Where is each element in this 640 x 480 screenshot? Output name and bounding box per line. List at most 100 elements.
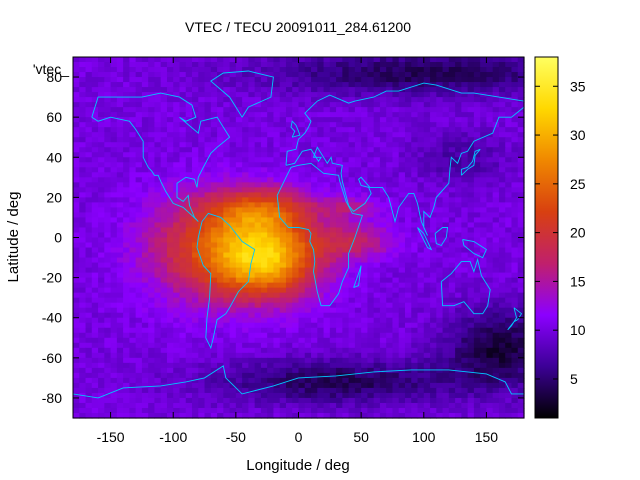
heat-cell (229, 392, 237, 399)
heat-cell (292, 82, 300, 88)
heat-cell (361, 297, 368, 304)
heat-cell (91, 212, 99, 219)
heat-cell (235, 402, 243, 409)
heat-cell (79, 382, 87, 389)
heat-cell (198, 197, 206, 203)
heat-cell (342, 117, 350, 123)
heat-cell (104, 297, 112, 304)
heat-cell (498, 352, 506, 359)
heat-cell (110, 127, 118, 133)
heat-cell (179, 272, 187, 279)
heat-cell (505, 217, 513, 224)
heat-cell (242, 262, 249, 269)
heat-cell (210, 132, 218, 138)
heat-cell (204, 287, 212, 294)
heat-cell (498, 107, 506, 113)
heat-cell (273, 127, 281, 133)
heat-cell (317, 112, 325, 118)
heat-cell (448, 212, 456, 219)
heat-cell (279, 277, 287, 284)
heat-cell (254, 377, 262, 384)
heat-cell (404, 137, 412, 143)
heat-cell (73, 252, 80, 259)
heat-cell (160, 357, 168, 364)
heat-cell (223, 402, 231, 409)
heat-cell (279, 307, 287, 314)
heat-cell (173, 367, 181, 374)
heat-cell (473, 222, 481, 229)
heat-cell (430, 397, 437, 404)
heat-cell (461, 282, 469, 289)
heat-cell (404, 152, 412, 158)
heat-cell (417, 92, 425, 98)
heat-cell (141, 117, 149, 123)
heat-cell (192, 157, 199, 163)
heat-cell (323, 82, 331, 88)
heat-cell (373, 257, 381, 264)
heat-cell (367, 342, 375, 349)
heat-cell (166, 212, 174, 219)
heat-cell (417, 137, 425, 143)
heat-cell (511, 382, 519, 389)
heat-cell (173, 172, 181, 178)
heat-cell (123, 102, 130, 108)
heat-cell (417, 177, 425, 183)
heat-cell (473, 282, 481, 289)
heat-cell (480, 397, 488, 404)
heat-cell (173, 262, 181, 269)
heat-cell (229, 347, 237, 354)
heat-cell (185, 177, 193, 183)
heat-cell (223, 342, 231, 349)
heat-cell (242, 177, 249, 183)
heat-cell (116, 142, 124, 148)
heat-cell (511, 367, 519, 374)
heat-cell (292, 197, 300, 203)
heat-cell (154, 237, 162, 244)
heat-cell (404, 57, 412, 63)
heat-cell (404, 332, 412, 339)
heat-cell (273, 342, 281, 349)
heat-cell (367, 162, 375, 168)
heat-cell (498, 347, 506, 354)
heat-cell (260, 57, 268, 63)
heat-cell (285, 72, 293, 78)
heat-cell (85, 177, 93, 183)
heat-cell (267, 362, 275, 369)
heat-cell (116, 222, 124, 229)
heat-cell (505, 97, 513, 103)
heat-cell (204, 322, 212, 329)
heat-cell (254, 247, 262, 254)
heat-cell (179, 202, 187, 209)
heat-cell (480, 122, 488, 128)
heat-cell (292, 147, 300, 153)
heat-cell (367, 337, 375, 344)
heat-cell (217, 302, 224, 309)
heat-cell (98, 297, 105, 304)
heat-cell (317, 172, 325, 178)
heat-cell (398, 287, 406, 294)
heat-cell (404, 162, 412, 168)
heat-cell (411, 212, 419, 219)
heat-cell (135, 67, 143, 73)
heat-cell (123, 162, 130, 168)
heat-cell (392, 392, 400, 399)
heat-cell (436, 147, 444, 153)
heat-cell (480, 347, 488, 354)
heat-cell (148, 397, 156, 404)
heat-cell (279, 347, 287, 354)
heat-cell (154, 337, 162, 344)
heat-cell (110, 172, 118, 178)
heat-cell (455, 322, 462, 329)
heat-cell (217, 102, 224, 108)
heat-cell (461, 192, 469, 198)
heat-cell (116, 262, 124, 269)
heat-cell (91, 142, 99, 148)
heat-cell (517, 167, 525, 173)
heat-cell (179, 207, 187, 214)
heat-cell (110, 282, 118, 289)
heat-cell (173, 127, 181, 133)
heat-cell (517, 67, 525, 73)
heat-cell (473, 177, 481, 183)
heat-cell (217, 272, 224, 279)
